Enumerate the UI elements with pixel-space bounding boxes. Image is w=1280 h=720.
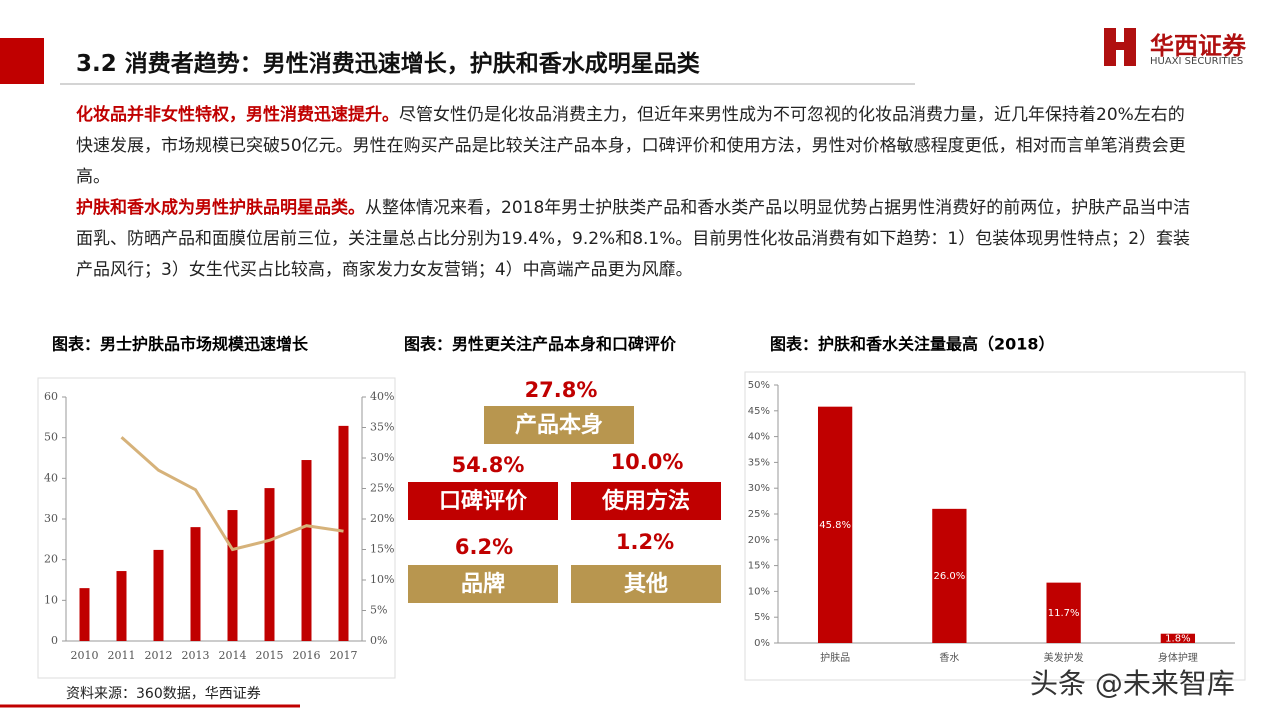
y2-tick-label: 40% — [370, 390, 394, 403]
y2-tick-label: 20% — [370, 512, 394, 525]
box-value: 10.0% — [611, 450, 684, 474]
box — [408, 565, 558, 603]
bar — [116, 571, 127, 641]
y2-tick-label: 30% — [370, 451, 394, 464]
box-label: 口碑评价 — [439, 488, 528, 514]
x-tick-label: 2014 — [219, 649, 247, 662]
x-tick-label: 美发护发 — [1044, 651, 1084, 664]
x-tick-label: 护肤品 — [820, 651, 850, 664]
box-value: 1.2% — [616, 530, 674, 554]
box-label: 其他 — [624, 572, 668, 597]
value-label: 26.0% — [933, 571, 965, 582]
bar — [264, 488, 275, 641]
box — [408, 482, 558, 520]
y-tick-label: 20 — [44, 553, 58, 566]
x-tick-label: 香水 — [939, 652, 959, 664]
box — [571, 482, 721, 520]
bar — [1160, 633, 1196, 643]
x-tick-label: 2010 — [71, 649, 99, 662]
y2-tick-label: 5% — [370, 604, 387, 617]
box-label: 使用方法 — [601, 488, 690, 514]
frame — [37, 377, 396, 679]
y-tick-label: 25% — [748, 509, 770, 520]
y2-tick-label: 15% — [370, 543, 394, 556]
logo-text: HUAXI SECURITIES — [1150, 56, 1244, 67]
y-tick-label: 10% — [748, 586, 770, 597]
y-tick-label: 40 — [44, 471, 58, 484]
value-label: 11.7% — [1048, 608, 1080, 619]
y-tick-label: 0 — [51, 634, 58, 647]
bar — [190, 527, 201, 641]
y-tick-label: 35% — [748, 457, 770, 468]
lead: 化妆品并非女性特权，男性消费迅速提升。 — [76, 105, 399, 125]
y2-tick-label: 0% — [370, 634, 387, 647]
y-tick-label: 20% — [748, 535, 770, 546]
y-tick-label: 10 — [44, 593, 58, 606]
y2-tick-label: 25% — [370, 482, 394, 495]
logo-text: 华西证券 — [1150, 32, 1246, 60]
logo-mark — [1108, 42, 1132, 50]
y-tick-label: 60 — [44, 390, 58, 403]
y-tick-label: 15% — [748, 561, 770, 572]
title: 3.2 消费者趋势：男性消费迅速增长，护肤和香水成明星品类 — [76, 51, 700, 77]
frame — [744, 371, 1246, 681]
paragraph: 护肤和香水成为男性护肤品明星品类。从整体情况来看，2018年男士护肤类产品和香水… — [76, 193, 1192, 286]
bar — [1046, 582, 1081, 643]
box-label: 品牌 — [461, 571, 505, 597]
y2-tick-label: 35% — [370, 421, 394, 434]
accent — [0, 38, 44, 84]
bar — [227, 510, 238, 641]
bar — [301, 460, 312, 641]
box-value: 6.2% — [455, 535, 513, 559]
bar — [338, 425, 349, 641]
x-tick-label: 2011 — [108, 649, 136, 662]
text: 从整体情况来看，2018年男士护肤类产品和香水类产品以明显优势占据男性消费好的前… — [76, 198, 1191, 280]
x-tick-label: 身体护理 — [1158, 651, 1198, 664]
box — [571, 565, 721, 603]
x-tick-label: 2012 — [145, 649, 173, 662]
source: 资料来源：360数据，华西证券 — [66, 686, 261, 702]
body: 化妆品并非女性特权，男性消费迅速提升。尽管女性仍是化妆品消费主力，但近年来男性成… — [76, 100, 1192, 286]
bar — [79, 588, 90, 641]
value-label: 45.8% — [819, 520, 851, 531]
text: 尽管女性仍是化妆品消费主力，但近年来男性成为不可忽视的化妆品消费力量，近几年保持… — [76, 105, 1186, 187]
x-tick-label: 2017 — [330, 649, 358, 662]
bar — [817, 406, 853, 643]
box-label: 产品本身 — [515, 412, 603, 438]
y2-tick-label: 10% — [370, 573, 394, 586]
paragraph: 化妆品并非女性特权，男性消费迅速提升。尽管女性仍是化妆品消费主力，但近年来男性成… — [76, 100, 1192, 193]
x-tick-label: 2015 — [256, 649, 284, 662]
y-tick-label: 50% — [748, 380, 770, 391]
bar — [932, 508, 967, 643]
y-tick-label: 50 — [44, 431, 58, 444]
lead: 护肤和香水成为男性护肤品明星品类。 — [76, 198, 365, 218]
y-tick-label: 30 — [44, 512, 58, 525]
y-tick-label: 5% — [754, 612, 770, 623]
box-value: 27.8% — [525, 378, 598, 402]
x-tick-label: 2013 — [182, 649, 210, 662]
watermark: 头条 @未来智库 — [1030, 667, 1235, 700]
box — [484, 406, 634, 444]
line — [120, 436, 344, 552]
bar — [153, 549, 164, 641]
chart-title: 图表：护肤和香水关注量最高（2018） — [770, 335, 1055, 354]
value-label: 1.8% — [1165, 633, 1190, 644]
y-tick-label: 45% — [748, 406, 770, 417]
y-tick-label: 40% — [748, 432, 770, 443]
y-tick-label: 30% — [748, 483, 770, 494]
diagram-title: 图表：男性更关注产品本身和口碑评价 — [404, 335, 677, 354]
x-tick-label: 2016 — [293, 649, 321, 662]
box-value: 54.8% — [452, 453, 525, 477]
chart-title: 图表：男士护肤品市场规模迅速增长 — [52, 335, 309, 354]
y-tick-label: 0% — [754, 638, 770, 649]
